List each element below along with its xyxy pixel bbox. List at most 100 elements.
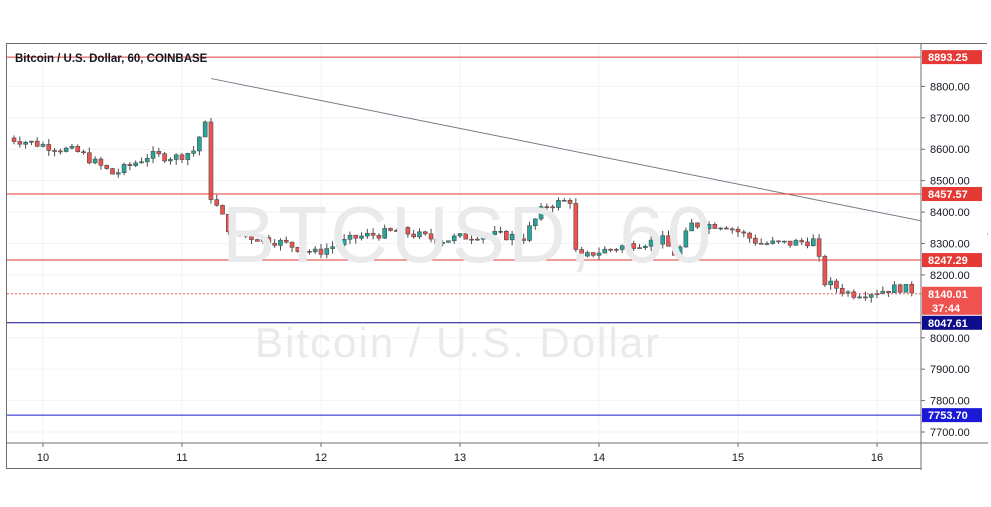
current-price-countdown: 37:44: [932, 303, 961, 315]
candle-body: [834, 280, 839, 289]
candle-body: [347, 234, 353, 240]
x-tick-label: 16: [871, 452, 883, 464]
candle-body: [538, 206, 544, 220]
candle-body: [851, 291, 857, 298]
candles: [11, 117, 915, 303]
candle-body: [191, 150, 196, 154]
candle-body: [422, 231, 428, 235]
candle-body: [695, 222, 700, 228]
candle-body: [283, 239, 289, 243]
candle-body: [214, 199, 220, 206]
candle-body: [324, 248, 330, 255]
candle-body: [839, 287, 845, 294]
watermark-name: Bitcoin / U.S. Dollar: [255, 319, 662, 366]
candle-body: [301, 250, 306, 253]
candle-body: [868, 294, 874, 298]
price-chart[interactable]: 8800.00 8700.00 8600.00 8500.00 8400.00 8300.…: [7, 44, 988, 470]
candle-body: [810, 238, 816, 247]
candle-body: [469, 238, 474, 241]
x-tick-label: 10: [37, 452, 49, 464]
candle-body: [365, 232, 370, 237]
candle-body: [266, 237, 272, 244]
candle-body: [816, 238, 822, 257]
candle-body: [341, 239, 347, 246]
y-tick-label: 8200.00: [930, 270, 970, 282]
candle-body: [121, 164, 127, 173]
candle-body: [405, 227, 411, 235]
candle-body: [799, 240, 805, 243]
candle-body: [87, 152, 92, 164]
candle-body: [144, 158, 150, 163]
watermark-symbol: BTCUSD, 60: [222, 190, 715, 279]
candle-body: [561, 200, 567, 202]
levels: [7, 56, 988, 416]
candle-body: [127, 164, 133, 166]
candle-body: [822, 256, 828, 286]
candle-body: [590, 252, 596, 256]
candle-body: [532, 218, 538, 227]
candle-body: [567, 200, 573, 204]
candle-body: [370, 232, 376, 236]
candle-body: [399, 227, 405, 232]
candle-body: [463, 233, 469, 240]
candle-body: [312, 248, 318, 253]
candle-body: [168, 159, 173, 162]
candle-body: [689, 222, 694, 232]
candle-body: [498, 230, 503, 233]
candle-body: [480, 235, 486, 240]
candle-body: [643, 245, 648, 248]
candle-body: [718, 227, 723, 230]
candle-body: [776, 240, 781, 243]
candle-body: [457, 233, 463, 237]
candle-body: [156, 151, 162, 155]
candle-body: [446, 240, 451, 243]
candle-body: [417, 231, 422, 238]
candle-body: [110, 168, 115, 175]
candle-body: [278, 239, 283, 246]
candle-body: [793, 240, 799, 246]
axes: 8800.00 8700.00 8600.00 8500.00 8400.00 8300.…: [7, 44, 988, 470]
candle-body: [614, 249, 619, 251]
candle-body: [666, 235, 671, 247]
candle-body: [648, 239, 654, 247]
level-label: 8047.61: [928, 318, 968, 330]
x-tick-label: 11: [176, 452, 187, 464]
candle-body: [735, 228, 741, 233]
candle-body: [729, 228, 735, 231]
level-label-bg: [922, 408, 982, 423]
candle-body: [353, 234, 359, 239]
x-tick-label: 15: [732, 452, 744, 464]
candle-body: [197, 136, 202, 152]
grid: [7, 44, 921, 443]
candle-body: [104, 165, 110, 169]
candle-body: [249, 235, 254, 240]
candle-body: [260, 237, 266, 242]
candle-body: [63, 147, 69, 152]
candle-body: [579, 249, 584, 257]
candle-body: [573, 203, 579, 250]
candle-body: [150, 151, 156, 159]
candle-body: [706, 224, 712, 230]
candle-body: [608, 248, 613, 251]
candle-body: [671, 245, 677, 256]
candle-body: [243, 235, 249, 237]
candle-body: [208, 121, 214, 200]
candle-body: [359, 235, 364, 239]
candle-body: [863, 296, 868, 299]
candle-body: [92, 158, 98, 164]
candle-body: [475, 238, 480, 241]
y-tick-label: 8400.00: [930, 207, 970, 219]
candle-body: [724, 227, 729, 230]
candle-body: [254, 239, 260, 242]
candle-body: [434, 238, 440, 244]
candle-body: [58, 150, 63, 153]
candle-body: [619, 245, 625, 250]
candle-body: [295, 246, 301, 252]
candle-body: [237, 231, 243, 236]
candle-body: [307, 250, 312, 253]
level-label: 8247.29: [928, 255, 968, 267]
chart-title: Bitcoin / U.S. Dollar, 60, COINBASE: [15, 53, 208, 65]
candle-body: [179, 154, 185, 160]
level-label-bg: [922, 50, 982, 65]
candle-body: [376, 235, 382, 239]
